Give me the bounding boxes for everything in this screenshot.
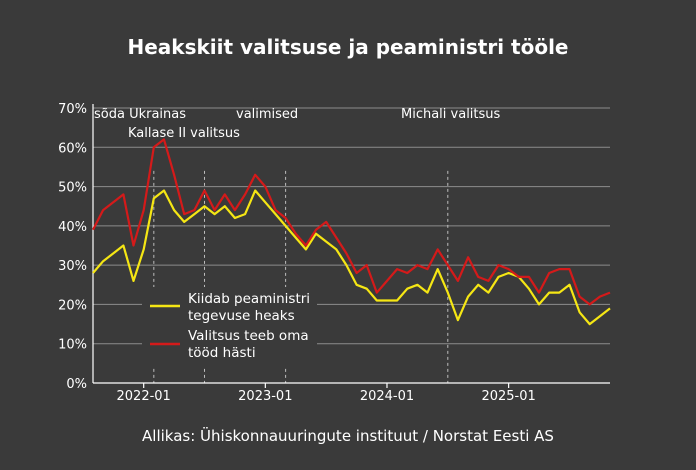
y-tick-label: 40% xyxy=(58,220,87,235)
annotation-label: Kallase II valitsus xyxy=(128,126,240,141)
x-tick-label: 2022-01 xyxy=(117,389,171,404)
series-line-pm xyxy=(92,189,611,326)
x-tick-label: 2024-01 xyxy=(360,389,414,404)
y-tick-label: 0% xyxy=(66,377,87,392)
axes: 0% 10% 20% 30% 40% 50% 60% 70% 2022-01 2023-01 202… xyxy=(58,102,610,404)
legend-label-gov: Valitsus teeb oma tööd hästi xyxy=(188,328,313,361)
annotation-label: sõda Ukrainas xyxy=(94,107,186,122)
y-tick-label: 60% xyxy=(58,141,87,156)
y-tick-label: 10% xyxy=(58,338,87,353)
legend-label-pm: Kiidab peaministri tegevuse heaks xyxy=(188,291,314,324)
series-line-gov xyxy=(92,138,611,306)
y-tick-label: 70% xyxy=(58,102,87,117)
x-tick-label: 2025-01 xyxy=(481,389,535,404)
y-tick-label: 20% xyxy=(58,298,87,313)
annotation-label: valimised xyxy=(236,107,298,122)
annotation-label: Michali valitsus xyxy=(401,107,501,122)
chart-title: Heakskiit valitsuse ja peaministri tööle xyxy=(127,35,568,59)
y-tick-label: 50% xyxy=(58,181,87,196)
series-lines xyxy=(92,138,611,326)
x-tick-label: 2023-01 xyxy=(238,389,292,404)
source-note: Allikas: Ühiskonnauuringute instituut / … xyxy=(142,426,554,445)
legend-background xyxy=(142,287,317,367)
y-tick-label: 30% xyxy=(58,259,87,274)
legend: Kiidab peaministri tegevuse heaks Valits… xyxy=(142,287,317,367)
